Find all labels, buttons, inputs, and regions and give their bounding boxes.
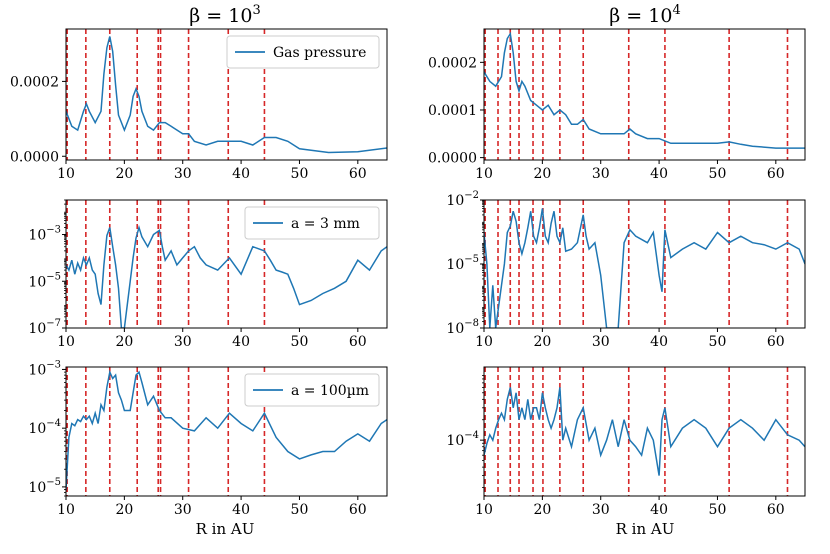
xlabel-right: R in AU — [616, 520, 675, 538]
ytick-label-p00-1: 0.0002 — [10, 74, 59, 90]
axes-frame-p01 — [483, 28, 806, 161]
xtick-label-p20-2: 30 — [174, 502, 192, 518]
axes-frame-p21 — [483, 366, 806, 497]
xtick-label-p10-3: 40 — [232, 334, 250, 350]
xtick-label-p11-2: 30 — [592, 334, 610, 350]
series-line-p20 — [66, 369, 387, 490]
panel-p20: 10 20 30 40 50 60 10−5 10−4 10−3 a = 100µm — [28, 359, 388, 518]
ytick-label-p01-1: 0.0001 — [428, 103, 477, 119]
ytick-label-p11-2: 10−2 — [446, 190, 479, 209]
xtick-label-p21-5: 60 — [767, 502, 785, 518]
xlabel-left: R in AU — [196, 520, 255, 538]
xtick-label-p10-4: 50 — [291, 334, 309, 350]
ytick-label-p00-0: 0.0000 — [10, 149, 59, 165]
xtick-label-p11-4: 50 — [709, 334, 727, 350]
xtick-label-p11-1: 20 — [533, 334, 551, 350]
xtick-label-p00-1: 20 — [115, 166, 133, 182]
ytick-label-p20-2: 10−3 — [28, 359, 61, 378]
xtick-label-p10-1: 20 — [115, 334, 133, 350]
xtick-label-p01-3: 40 — [650, 166, 668, 182]
xtick-label-p01-2: 30 — [592, 166, 610, 182]
xtick-label-p10-5: 60 — [349, 334, 367, 350]
legend-label-p20: a = 100µm — [291, 383, 369, 399]
xtick-label-p21-4: 50 — [709, 502, 727, 518]
xtick-label-p01-4: 50 — [709, 166, 727, 182]
legend-box-p20 — [244, 373, 380, 407]
xtick-label-p00-0: 10 — [57, 166, 75, 182]
legend-box-p00 — [226, 35, 380, 69]
axes-frame-p10 — [65, 199, 388, 329]
panels: 10 20 30 40 50 60 0.0000 0.0002 Gas pressure 10 20… — [10, 28, 806, 518]
ytick-label-p11-1: 10−5 — [446, 254, 479, 273]
xtick-label-p20-5: 60 — [349, 502, 367, 518]
xtick-label-p20-4: 50 — [291, 502, 309, 518]
xtick-label-p21-1: 20 — [533, 502, 551, 518]
ytick-label-p10-1: 10−5 — [28, 271, 61, 290]
panel-p10: 10 20 30 40 50 60 10−7 10−5 10−3 a = 3 mm — [28, 199, 388, 350]
ytick-label-p20-1: 10−4 — [28, 418, 61, 437]
series-line-p00 — [66, 36, 387, 154]
xtick-label-p01-0: 10 — [475, 166, 493, 182]
series-line-p01 — [484, 31, 805, 149]
xtick-label-p00-4: 50 — [291, 166, 309, 182]
ytick-label-p10-0: 10−7 — [28, 318, 61, 337]
axes-frame-p20 — [65, 366, 388, 497]
xtick-label-p11-5: 60 — [767, 334, 785, 350]
col-title-right: β = 104 — [609, 3, 680, 27]
xtick-label-p20-3: 40 — [232, 502, 250, 518]
xtick-label-p20-0: 10 — [57, 502, 75, 518]
legend-label-p10: a = 3 mm — [291, 216, 360, 232]
col-title-right-exponent: 4 — [672, 3, 680, 18]
ytick-label-p21-0: 10−4 — [446, 430, 479, 449]
ytick-label-p20-0: 10−5 — [28, 477, 61, 496]
legend-box-p10 — [244, 206, 380, 240]
panel-p00: 10 20 30 40 50 60 0.0000 0.0002 Gas pressure — [10, 28, 388, 182]
ytick-label-p11-0: 10−8 — [446, 318, 479, 337]
xtick-label-p21-2: 30 — [592, 502, 610, 518]
panel-p11: 10 20 30 40 50 60 10−8 10−5 10−2 — [446, 190, 806, 350]
series-line-p21 — [484, 387, 805, 476]
xtick-label-p10-0: 10 — [57, 334, 75, 350]
panel-p21: 10 20 30 40 50 60 10−4 — [446, 366, 806, 518]
panel-p01: 10 20 30 40 50 60 0.0000 0.0001 0.0002 — [428, 28, 806, 182]
col-title-left-exponent: 3 — [252, 3, 260, 18]
ytick-label-p01-2: 0.0002 — [428, 55, 477, 71]
xtick-label-p11-0: 10 — [475, 334, 493, 350]
xtick-label-p11-3: 40 — [650, 334, 668, 350]
col-title-left: β = 103 — [189, 3, 260, 27]
series-line-p10 — [66, 224, 387, 328]
xtick-label-p21-3: 40 — [650, 502, 668, 518]
ytick-label-p01-0: 0.0000 — [428, 151, 477, 167]
xtick-label-p01-1: 20 — [533, 166, 551, 182]
legend-label-p00: Gas pressure — [273, 45, 366, 61]
xtick-label-p00-2: 30 — [174, 166, 192, 182]
xtick-label-p10-2: 30 — [174, 334, 192, 350]
xtick-label-p00-3: 40 — [232, 166, 250, 182]
series-line-p11 — [484, 208, 805, 328]
xtick-label-p21-0: 10 — [475, 502, 493, 518]
xtick-label-p01-5: 60 — [767, 166, 785, 182]
axes-frame-p00 — [65, 28, 388, 161]
xtick-label-p20-1: 20 — [115, 502, 133, 518]
xtick-label-p00-5: 60 — [349, 166, 367, 182]
ytick-label-p10-2: 10−3 — [28, 225, 61, 244]
